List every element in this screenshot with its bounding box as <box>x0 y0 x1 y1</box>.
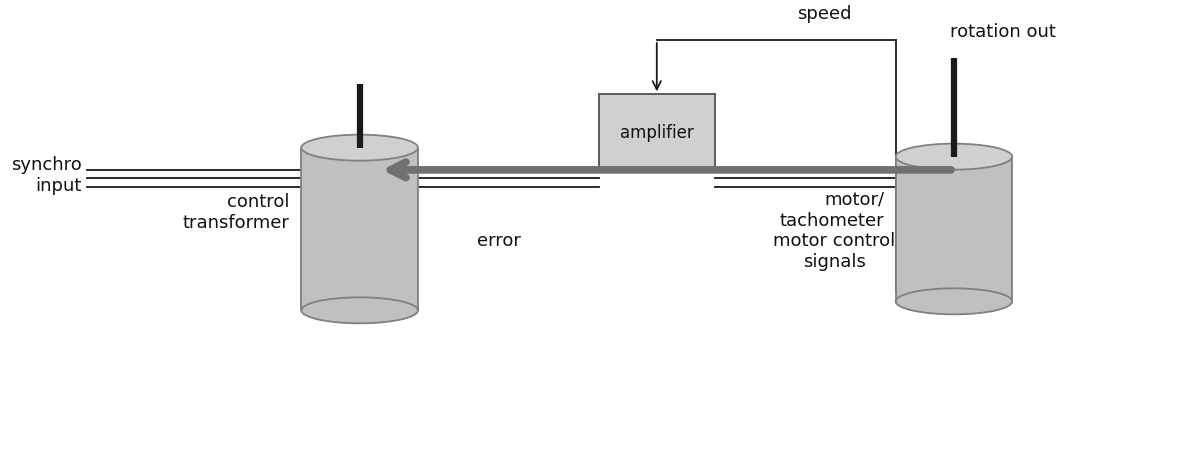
FancyBboxPatch shape <box>599 95 715 171</box>
Ellipse shape <box>301 298 418 324</box>
Ellipse shape <box>895 289 1012 315</box>
Text: motor/
tachometer: motor/ tachometer <box>779 191 884 229</box>
Text: control
transformer: control transformer <box>182 192 289 231</box>
Text: amplifier: amplifier <box>620 124 694 142</box>
Text: synchro
input: synchro input <box>11 156 82 194</box>
Text: motor control
signals: motor control signals <box>773 232 895 270</box>
Polygon shape <box>301 148 418 311</box>
Ellipse shape <box>895 144 1012 170</box>
Text: rotation out: rotation out <box>949 23 1056 41</box>
Polygon shape <box>895 157 1012 302</box>
Text: error: error <box>476 232 521 249</box>
Text: speed: speed <box>798 5 852 23</box>
Text: gears: gears <box>659 124 713 142</box>
Ellipse shape <box>301 135 418 162</box>
